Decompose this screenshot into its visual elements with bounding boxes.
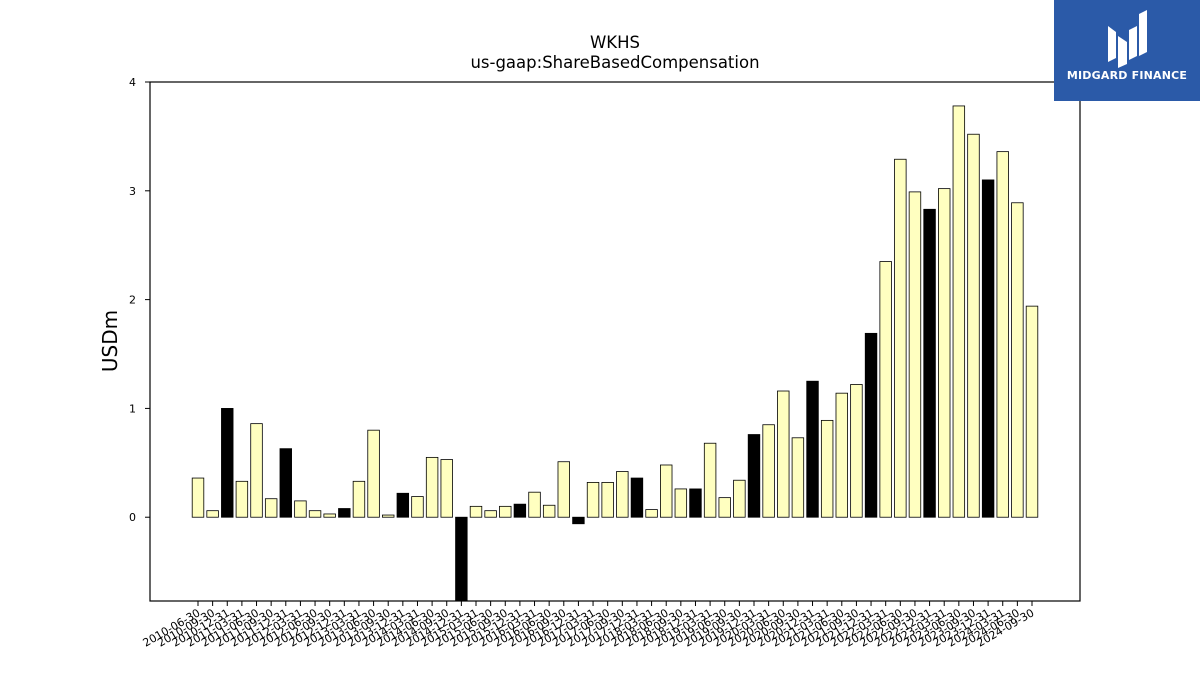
bar bbox=[338, 508, 351, 518]
y-tick-label: 0 bbox=[129, 511, 136, 524]
bar bbox=[411, 496, 424, 518]
bar bbox=[367, 429, 380, 518]
bar bbox=[996, 151, 1009, 518]
bar bbox=[923, 208, 936, 518]
bar bbox=[952, 105, 966, 518]
brand-name: MIDGARD FINANCE bbox=[1066, 69, 1188, 82]
bar bbox=[689, 488, 702, 518]
bar bbox=[382, 514, 395, 518]
bar bbox=[557, 461, 570, 518]
bar bbox=[469, 505, 483, 518]
midgard-logo-icon bbox=[1108, 10, 1147, 68]
bar bbox=[820, 419, 834, 518]
bar bbox=[806, 380, 819, 518]
bar bbox=[791, 437, 805, 518]
chart-title: WKHS bbox=[590, 33, 640, 52]
bar bbox=[747, 434, 761, 518]
bar bbox=[323, 513, 336, 518]
bar bbox=[938, 188, 951, 518]
bar bbox=[718, 497, 731, 518]
plot-frame bbox=[149, 81, 1081, 602]
chart-subtitle: us-gaap:ShareBasedCompensation bbox=[470, 53, 759, 72]
bar bbox=[352, 480, 366, 518]
bar bbox=[308, 510, 322, 518]
bar bbox=[850, 384, 863, 518]
bar bbox=[484, 510, 497, 518]
bar bbox=[1011, 202, 1024, 518]
bar bbox=[396, 492, 410, 518]
bar bbox=[542, 504, 556, 518]
bar bbox=[279, 448, 292, 518]
brand-logo: MIDGARD FINANCE bbox=[1054, 0, 1200, 101]
bar bbox=[601, 481, 614, 518]
bar bbox=[528, 491, 541, 518]
bar bbox=[572, 516, 585, 525]
bar bbox=[616, 471, 629, 518]
bar bbox=[235, 480, 249, 518]
bar bbox=[221, 408, 234, 518]
bar bbox=[264, 498, 278, 518]
bars-layer bbox=[191, 105, 1039, 602]
bar bbox=[908, 191, 922, 518]
bar bbox=[967, 133, 980, 518]
bar bbox=[981, 179, 995, 518]
bar bbox=[250, 423, 263, 518]
y-axis-label: USDm bbox=[98, 310, 122, 372]
bar bbox=[762, 424, 775, 518]
bar bbox=[835, 392, 848, 518]
bar bbox=[191, 477, 205, 518]
bar bbox=[645, 509, 658, 518]
bar bbox=[440, 459, 453, 518]
y-tick-label: 4 bbox=[129, 76, 136, 89]
bar bbox=[1025, 305, 1039, 518]
bar bbox=[455, 516, 468, 602]
bar bbox=[733, 479, 746, 518]
bar bbox=[879, 261, 892, 518]
bar bbox=[425, 456, 439, 518]
axes-layer: 2010-06-302010-09-302010-12-312011-03-31… bbox=[129, 76, 1037, 650]
bar bbox=[703, 442, 717, 518]
bar bbox=[630, 477, 644, 518]
y-tick-label: 2 bbox=[129, 294, 136, 307]
bar bbox=[206, 510, 219, 518]
bar bbox=[864, 332, 878, 518]
y-tick-label: 3 bbox=[129, 185, 136, 198]
bar bbox=[894, 158, 907, 518]
bar bbox=[777, 390, 790, 518]
bar bbox=[499, 505, 512, 518]
bar bbox=[660, 464, 673, 518]
bar bbox=[674, 488, 688, 518]
bar bbox=[586, 481, 600, 518]
bar bbox=[513, 503, 527, 518]
y-tick-label: 1 bbox=[129, 402, 136, 415]
bar bbox=[294, 500, 307, 518]
